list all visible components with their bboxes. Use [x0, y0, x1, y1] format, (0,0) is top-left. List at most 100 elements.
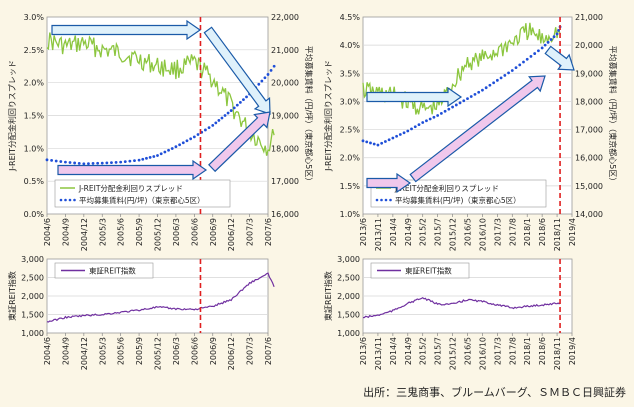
rent-point: [87, 162, 90, 166]
arrow-shape: [544, 45, 575, 71]
rent-point: [232, 106, 236, 110]
x-tick-label: 2017/8: [508, 218, 517, 246]
rent-point: [189, 137, 193, 141]
arrow-rent-up-left: [208, 111, 271, 173]
x-tick-label: 2017/8: [508, 337, 517, 365]
rent-point: [229, 109, 233, 112]
y-axis-title: 東証REIT指数: [7, 271, 17, 321]
panel-bottom-right: 1,000 1,500 2,000 2,500 3,000 東証REIT指数 2013/6 2…: [323, 255, 577, 370]
y-right-tick-label: 17,000: [271, 177, 299, 186]
y-axis-title-left: J-REIT分配金利回りスプレッド: [7, 60, 17, 172]
x-tick-label: 2007/3: [246, 218, 255, 246]
rent-point: [529, 55, 533, 58]
rent-point: [123, 160, 127, 164]
y-tick-label: 1.5%: [24, 112, 45, 121]
legend-label-reit: 東証REIT指数: [405, 266, 452, 276]
rent-point: [245, 95, 248, 99]
rent-point: [50, 158, 54, 162]
x-tick-label: 2006/6: [190, 337, 199, 365]
rent-point: [54, 159, 58, 163]
legend: 東証REIT指数: [370, 262, 470, 279]
rent-point: [546, 40, 550, 44]
rent-point: [114, 160, 118, 164]
x-tick-label: 2014/9: [404, 337, 413, 365]
rent-point: [242, 98, 245, 102]
x-tick-label: 2013/11: [374, 337, 383, 370]
rent-point: [518, 63, 522, 67]
legend: 東証REIT指数: [54, 262, 154, 279]
arrow-spread-down-right: [544, 45, 575, 71]
rent-point: [45, 158, 49, 162]
rent-point: [145, 156, 148, 160]
rent-point: [473, 92, 477, 96]
rent-point: [203, 128, 207, 132]
rent-point: [207, 126, 211, 130]
legend-swatch-rent: [384, 198, 388, 202]
rent-point: [159, 152, 163, 156]
rent-point: [178, 143, 182, 147]
rent-point: [220, 116, 224, 120]
y-tick-label: 2,000: [21, 292, 44, 301]
rent-point: [543, 43, 547, 47]
y-right-tick-label: 22,000: [271, 13, 299, 22]
rent-point: [432, 115, 436, 119]
rent-point: [507, 71, 510, 75]
x-tick-label: 2007/6: [264, 218, 273, 246]
legend-box: [54, 262, 154, 279]
source-note: 出所：三鬼商事、ブルームバーグ、ＳＭＢＣ日興証券: [363, 386, 626, 399]
x-tick-label: 2004/9: [61, 337, 70, 365]
y-tick-label: 2.5%: [340, 126, 361, 135]
legend-box: [54, 179, 231, 208]
rent-point: [214, 121, 218, 125]
arrow-rent-flat-right: [366, 172, 412, 194]
rent-point: [137, 158, 141, 162]
rent-point: [91, 162, 95, 165]
rent-point: [226, 111, 230, 115]
rent-point: [181, 141, 185, 145]
rent-point: [141, 157, 145, 161]
y-tick-label: 1.0%: [340, 210, 361, 219]
rent-point: [413, 125, 417, 129]
rent-point: [263, 76, 267, 80]
rent-point: [436, 114, 440, 117]
rent-point: [59, 160, 63, 163]
rent-point: [503, 73, 507, 77]
x-tick-label: 2013/6: [359, 337, 368, 365]
rent-point: [477, 90, 481, 94]
rent-point: [77, 161, 81, 165]
x-tick-label: 2018/1: [523, 337, 532, 365]
rent-point: [235, 103, 239, 107]
legend-swatch-rent: [64, 198, 67, 202]
rent-point: [537, 49, 540, 53]
x-tick-label: 2013/6: [359, 218, 368, 246]
x-tick-label: 2007/6: [264, 337, 273, 365]
rent-point: [421, 121, 425, 124]
rent-point: [398, 133, 402, 136]
x-tick-label: 2018/6: [538, 337, 547, 365]
legend-label-rent: 平均募集賃料(円/坪)（東京都心5区）: [79, 195, 205, 205]
rent-point: [133, 159, 136, 163]
rent-point: [549, 38, 553, 41]
x-tick-label: 2015/7: [434, 337, 443, 365]
rent-point: [402, 131, 406, 135]
x-tick-label: 2015/2: [419, 218, 428, 246]
rent-point: [64, 160, 67, 164]
y-tick-label: 2.0%: [340, 154, 361, 163]
rent-point: [454, 103, 458, 107]
y-right-tick-label: 17,000: [575, 126, 603, 135]
y-tick-label: 2,000: [337, 292, 360, 301]
series-rent-dots: [45, 64, 276, 166]
rent-point: [185, 139, 189, 143]
rent-point: [469, 95, 473, 98]
x-tick-label: 2005/9: [135, 218, 144, 246]
x-tick-label: 2015/12: [449, 337, 458, 370]
rent-point: [163, 150, 167, 154]
y-tick-label: 2,500: [337, 274, 360, 283]
y-tick-label: 4.5%: [340, 13, 361, 22]
arrow-shape: [366, 172, 412, 194]
x-tick-label: 2019/4: [568, 337, 577, 365]
x-tick-label: 2006/9: [209, 337, 218, 365]
panel-top-right: 1.0% 1.5% 2.0% 2.5% 3.0% 3.5% 4.0% 4.5% 14,000 15…: [323, 13, 618, 251]
y-right-tick-label: 19,000: [575, 69, 603, 78]
